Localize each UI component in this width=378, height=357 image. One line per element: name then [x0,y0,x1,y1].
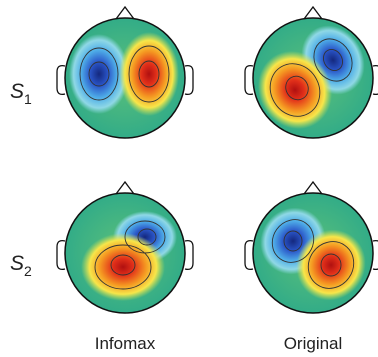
right-ear [372,64,378,96]
row-label-s1: S1 [10,80,32,107]
left-ear [56,64,66,96]
topomap-original-s1 [244,5,378,139]
nose [115,5,135,20]
column-label-original: Original [284,334,343,353]
topomap-infomax-s2 [56,180,194,314]
left-ear [244,64,254,96]
right-ear [372,239,378,271]
nose [115,180,135,195]
nose [303,5,323,20]
topomap-infomax-s1 [56,5,194,139]
row-label-s2: S2 [10,252,32,279]
nose [303,180,323,195]
topomap-original-s2 [244,180,378,314]
left-ear [244,239,254,271]
column-label-infomax: Infomax [95,334,156,353]
left-ear [56,239,66,271]
right-ear [184,239,194,271]
right-ear [184,64,194,96]
